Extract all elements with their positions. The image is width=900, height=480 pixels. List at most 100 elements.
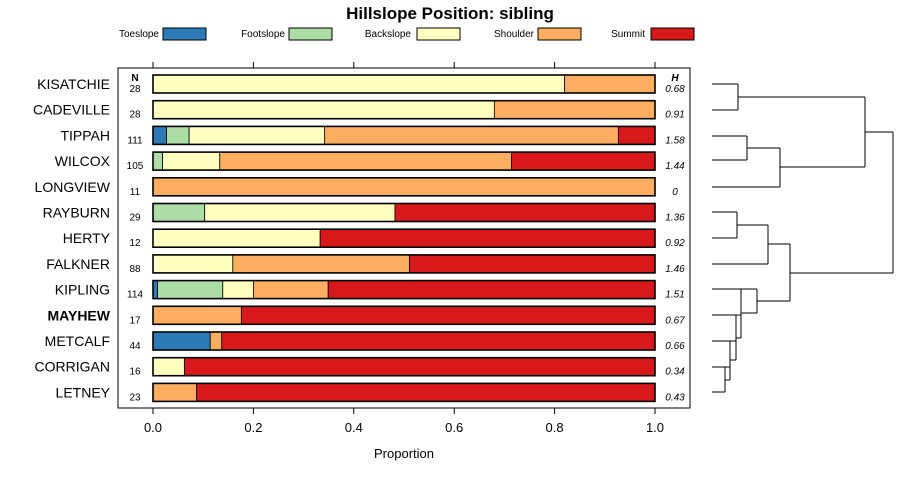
bar-segment — [327, 280, 656, 300]
bar-outline — [152, 125, 656, 146]
row-h-value: 1.44 — [665, 161, 685, 172]
row-label: MAYHEW — [48, 307, 111, 323]
row-label: HERTY — [63, 230, 111, 246]
bar-outline — [152, 331, 656, 351]
dendrogram-branch — [864, 97, 893, 167]
bar-segment — [152, 100, 495, 120]
row-n-value: 28 — [129, 110, 141, 121]
legend-label: Footslope — [241, 29, 285, 40]
row-label: KIPLING — [55, 282, 110, 298]
legend-label: Summit — [611, 29, 645, 40]
row-label: CADEVILLE — [33, 102, 110, 118]
bar-outline — [152, 228, 656, 248]
row-h-value: 0.91 — [665, 110, 684, 121]
row-label: CORRIGAN — [35, 359, 110, 375]
row-h-value: 0.92 — [665, 238, 685, 249]
row-h-value: 1.36 — [665, 213, 685, 224]
row-label: LETNEY — [56, 384, 111, 400]
legend-label: Shoulder — [494, 29, 535, 40]
legend-swatch — [537, 27, 582, 41]
row-label: WILCOX — [55, 153, 111, 169]
bar-segment — [152, 177, 656, 197]
row-h-value: 0.68 — [665, 84, 685, 95]
row-h-value: 0 — [672, 187, 678, 198]
bar-segment — [232, 254, 410, 274]
row-n-value: 88 — [129, 264, 141, 275]
x-tick-label: 0.8 — [546, 420, 564, 435]
bar-outline — [152, 254, 656, 274]
x-tick-label: 0.0 — [144, 420, 162, 435]
bar-segment — [324, 126, 619, 145]
bar-segment — [152, 254, 234, 274]
row-n-value: 11 — [130, 187, 141, 198]
row-n-value: 111 — [127, 135, 143, 146]
legend-swatch — [416, 27, 461, 41]
legend-swatch — [650, 27, 695, 41]
bar-segment — [152, 228, 321, 248]
row-n-value: 17 — [129, 315, 141, 326]
row-label: METCALF — [45, 333, 110, 349]
bar-segment — [188, 126, 326, 145]
bar-segment — [204, 203, 396, 222]
legend-swatch — [288, 27, 333, 41]
bar-segment — [252, 280, 329, 300]
bar-segment — [240, 305, 656, 325]
bar-segment — [152, 305, 242, 325]
x-axis-label: Proportion — [374, 446, 434, 461]
bar-segment — [166, 126, 190, 145]
bar-outline — [152, 202, 656, 223]
x-tick-label: 0.2 — [244, 420, 262, 435]
bar-segment — [152, 203, 206, 222]
bar-segment — [564, 74, 656, 94]
bar-outline — [152, 382, 656, 403]
plot-panel — [117, 67, 691, 409]
bar-outline — [152, 99, 656, 120]
row-label: RAYBURN — [43, 205, 110, 221]
row-n-value: 16 — [129, 367, 141, 378]
row-label: KISATCHIE — [37, 76, 110, 92]
bar-outline — [152, 177, 656, 197]
row-n-value: 105 — [127, 161, 144, 172]
h-column-header: H — [671, 73, 679, 84]
row-h-value: 1.46 — [665, 264, 685, 275]
bar-outline — [152, 305, 656, 326]
bar-outline — [152, 151, 656, 171]
dendrogram-branch — [789, 132, 894, 301]
bar-segment — [152, 74, 566, 94]
x-axis: 0.0 0.2 0.4 0.6 0.8 1.0 — [144, 62, 664, 435]
row-n-value: 44 — [129, 341, 141, 352]
bar-segment — [152, 357, 185, 377]
legend-label: Backslope — [365, 29, 412, 40]
row-h-value: 0.43 — [665, 392, 685, 403]
row-label: TIPPAH — [60, 127, 110, 143]
bar-segment — [209, 331, 223, 351]
bar-segment — [152, 151, 163, 171]
row-n-value: 114 — [127, 290, 143, 301]
bar-segment — [152, 331, 211, 351]
row-n-value: 29 — [129, 213, 141, 224]
chart-title: Hillslope Position: sibling — [346, 4, 554, 23]
bar-segment — [157, 280, 224, 300]
bar-segment — [319, 228, 656, 248]
bar-segment — [219, 151, 512, 171]
x-tick-label: 1.0 — [646, 420, 664, 435]
dendrogram-branch — [712, 288, 790, 393]
bar-outline — [152, 356, 656, 377]
dendrogram-branch — [712, 135, 865, 188]
n-column-header: N — [131, 73, 138, 84]
row-n-value: 28 — [129, 84, 141, 95]
row-label: FALKNER — [46, 256, 110, 272]
bar-segment — [152, 126, 167, 145]
bar-outline — [152, 74, 656, 94]
row-h-value: 1.58 — [665, 135, 685, 146]
row-n-value: 23 — [129, 392, 141, 403]
bar-segment — [183, 357, 656, 377]
bar-segment — [152, 382, 198, 402]
bar-segment — [409, 254, 656, 274]
dendrogram-branch — [712, 83, 865, 111]
row-h-value: 0.67 — [665, 315, 685, 326]
bar-segment — [617, 126, 656, 145]
dendrogram-branch — [712, 211, 790, 265]
bar-segment — [162, 151, 221, 171]
